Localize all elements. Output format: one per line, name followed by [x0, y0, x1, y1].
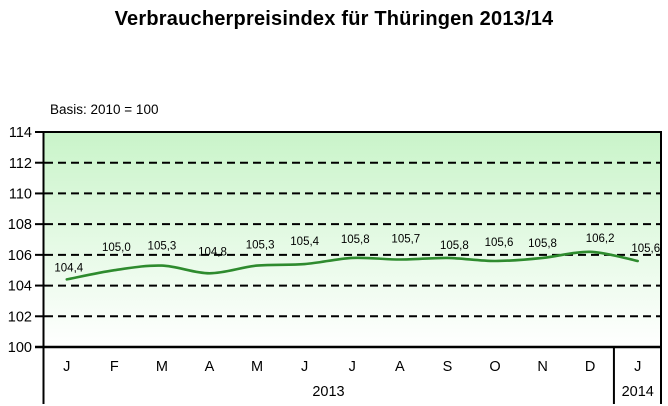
x-axis-month-label: J: [349, 359, 356, 375]
x-axis-month-label: M: [251, 359, 263, 375]
x-axis-month-label: A: [395, 359, 405, 375]
x-axis-month-label: D: [585, 359, 595, 375]
y-axis-tick-label: 106: [8, 248, 32, 264]
x-axis-month-label: O: [489, 359, 500, 375]
data-point-label: 105,3: [246, 240, 275, 252]
y-axis-tick-label: 100: [8, 340, 32, 356]
data-point-label: 106,2: [586, 233, 615, 245]
y-axis-tick-label: 102: [8, 309, 32, 325]
y-axis-tick-label: 108: [8, 217, 32, 233]
index-line-series: [65, 250, 639, 281]
y-axis-tick-label: 114: [9, 125, 32, 141]
data-point-label: 104,8: [198, 246, 227, 258]
y-axis-tick-label: 110: [9, 187, 32, 203]
data-point-label: 105,8: [440, 240, 469, 252]
x-axis-month-label: A: [205, 359, 215, 375]
x-axis-year-label: 2013: [312, 384, 344, 400]
x-axis-month-label: F: [110, 359, 119, 375]
x-axis-month-label: J: [634, 359, 641, 375]
chart-title: Verbraucherpreisindex für Thüringen 2013…: [114, 8, 554, 30]
x-axis-month-label: J: [301, 359, 308, 375]
plot-area: [43, 132, 662, 347]
x-axis-month-label: J: [63, 359, 70, 375]
basis-note: Basis: 2010 = 100: [50, 102, 159, 117]
data-point-label: 105,6: [631, 243, 660, 255]
x-axis-year-label: 2014: [622, 384, 654, 400]
x-axis-month-label: M: [156, 359, 168, 375]
data-point-label: 105,4: [290, 236, 319, 248]
data-point-label: 105,0: [102, 242, 131, 254]
data-point-label: 105,8: [341, 234, 370, 246]
data-point-label: 105,8: [528, 238, 557, 250]
data-point-label: 105,6: [485, 237, 514, 249]
x-axis-month-label: S: [443, 359, 453, 375]
data-point-label: 105,3: [148, 241, 177, 253]
x-axis-month-label: N: [537, 359, 547, 375]
data-point-label: 104,4: [54, 262, 83, 274]
y-axis-tick-label: 104: [8, 279, 32, 295]
y-axis-tick-label: 112: [9, 156, 32, 172]
data-point-label: 105,7: [391, 233, 420, 245]
